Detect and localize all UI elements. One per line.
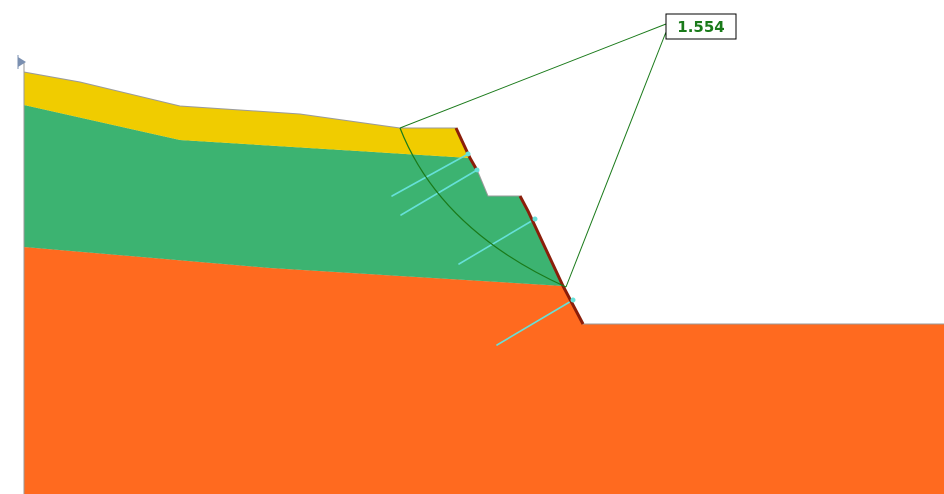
bottom-soil-layer (24, 247, 944, 494)
nail-head (570, 297, 576, 303)
axis-marker-icon (17, 55, 26, 69)
nail-heads (465, 151, 576, 303)
nail-head (465, 151, 471, 157)
soil-nail (496, 299, 574, 346)
factor-of-safety-box (665, 13, 737, 40)
slip-radius-line (399, 23, 667, 129)
soil-nail (400, 169, 478, 216)
critical-slip-surface (399, 127, 567, 288)
factor-of-safety-value: 1.554 (677, 18, 724, 36)
slip-radius-line (565, 31, 667, 288)
nail-head (532, 216, 538, 222)
slope-facing (454, 127, 480, 173)
soil-nail (458, 218, 536, 265)
soil-nail (391, 153, 469, 197)
soil-nails (391, 153, 574, 346)
slope-facing (518, 195, 585, 325)
top-soil-layer (24, 72, 470, 158)
nail-head (474, 167, 480, 173)
middle-soil-layer (24, 105, 563, 286)
